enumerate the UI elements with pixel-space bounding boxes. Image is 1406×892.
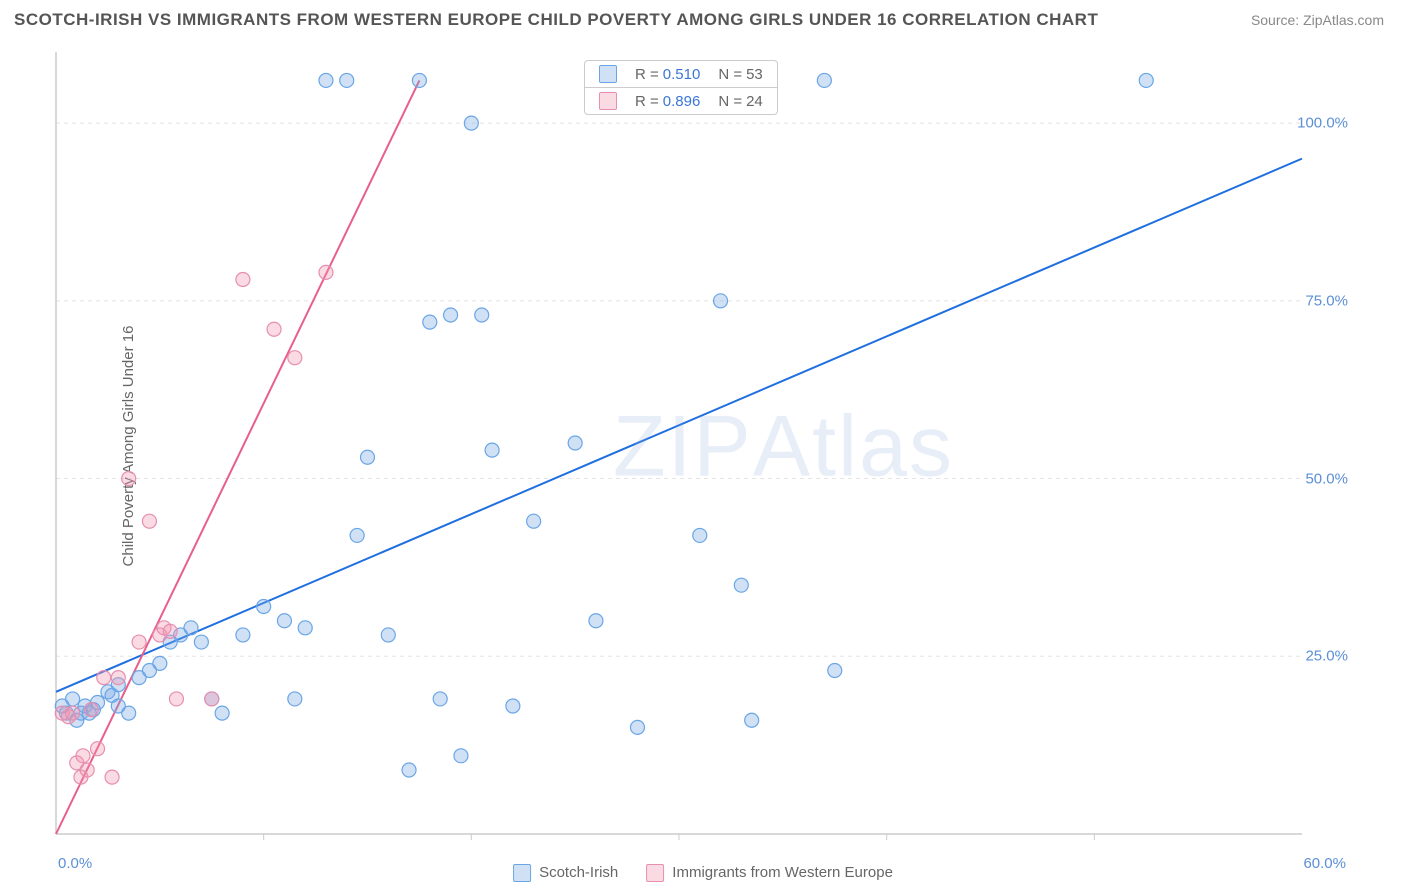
legend-n-label: N = bbox=[718, 93, 742, 110]
legend-n-label: N = bbox=[718, 66, 742, 83]
legend-swatch bbox=[599, 92, 617, 110]
legend-row: R =0.896 N =24 bbox=[585, 87, 777, 114]
legend-label-2: Immigrants from Western Europe bbox=[672, 864, 893, 881]
plot-area: ZIPAtlas R =0.510N =53R =0.896N =24 25.0… bbox=[52, 42, 1382, 852]
legend-item-scotch-irish: Scotch-Irish bbox=[513, 864, 618, 882]
legend-r-value: 0.896 bbox=[663, 93, 701, 110]
legend-r-value: 0.510 bbox=[663, 66, 701, 83]
source-link[interactable]: ZipAtlas.com bbox=[1303, 12, 1384, 28]
x-tick-min: 0.0% bbox=[58, 855, 92, 872]
y-tick-label: 25.0% bbox=[1305, 648, 1348, 665]
legend-n-value: 53 bbox=[746, 66, 763, 83]
swatch-immigrants bbox=[646, 864, 664, 882]
source-attribution: Source: ZipAtlas.com bbox=[1251, 12, 1384, 28]
legend-swatch bbox=[599, 65, 617, 83]
legend-r-label: R = bbox=[635, 66, 659, 83]
source-prefix: Source: bbox=[1251, 12, 1303, 28]
legend-item-immigrants: Immigrants from Western Europe bbox=[646, 864, 893, 882]
legend-row: R =0.510 N =53 bbox=[585, 61, 777, 87]
correlation-legend: R =0.510 N =53 R =0.896 N =24 bbox=[584, 60, 778, 115]
y-tick-label: 100.0% bbox=[1297, 115, 1348, 132]
series-legend: Scotch-Irish Immigrants from Western Eur… bbox=[513, 864, 893, 882]
chart-title: SCOTCH-IRISH VS IMMIGRANTS FROM WESTERN … bbox=[14, 10, 1098, 30]
x-tick-max: 60.0% bbox=[1303, 855, 1346, 872]
swatch-scotch-irish bbox=[513, 864, 531, 882]
scatter-chart-svg bbox=[52, 42, 1382, 852]
legend-n-value: 24 bbox=[746, 93, 763, 110]
legend-label-1: Scotch-Irish bbox=[539, 864, 618, 881]
legend-r-label: R = bbox=[635, 93, 659, 110]
y-tick-label: 75.0% bbox=[1305, 292, 1348, 309]
y-tick-label: 50.0% bbox=[1305, 470, 1348, 487]
